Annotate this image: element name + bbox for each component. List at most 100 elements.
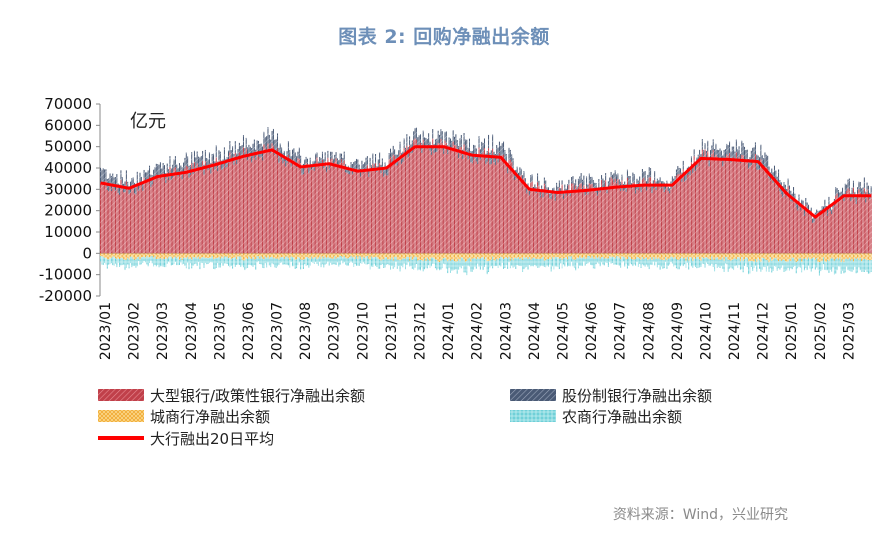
bar-big xyxy=(140,183,142,254)
bar-city xyxy=(858,253,860,261)
bar-share xyxy=(752,147,754,159)
bar-share xyxy=(264,137,266,149)
bar-city xyxy=(279,253,281,258)
bar-rural xyxy=(810,258,812,272)
bar-big xyxy=(866,189,868,254)
bar-big xyxy=(300,163,302,254)
bar-share xyxy=(463,133,465,145)
bar-rural xyxy=(644,258,646,267)
bar-city xyxy=(805,253,807,259)
bar-big xyxy=(188,177,190,254)
bar-big xyxy=(712,149,714,254)
bar-rural xyxy=(422,260,424,272)
bar-share xyxy=(293,148,295,161)
bar-rural xyxy=(648,259,650,270)
bar-city xyxy=(609,253,611,256)
bar-city xyxy=(404,253,407,260)
bar-rural xyxy=(440,260,442,270)
bar-big xyxy=(669,193,671,254)
bar-rural xyxy=(791,257,793,270)
bar-rural xyxy=(485,257,487,265)
bar-city xyxy=(237,253,239,257)
bar-big xyxy=(666,185,668,254)
bar-big xyxy=(509,159,511,254)
bar-share xyxy=(432,129,434,139)
bar-city xyxy=(719,253,721,260)
bar-city xyxy=(150,253,152,257)
x-tick-label: 2023/04 xyxy=(184,302,200,360)
bar-big xyxy=(738,157,740,254)
bar-city xyxy=(590,253,592,259)
bar-big xyxy=(632,182,634,254)
bar-city xyxy=(494,253,496,261)
bar-big xyxy=(538,186,540,254)
bar-city xyxy=(129,253,131,257)
bar-rural xyxy=(733,259,735,271)
bar-city xyxy=(701,253,703,258)
bar-city xyxy=(496,253,498,259)
bar-city xyxy=(170,253,172,258)
bar-city xyxy=(312,253,314,259)
bar-share xyxy=(787,178,789,187)
bar-big xyxy=(554,200,556,254)
bar-share xyxy=(178,163,180,175)
bar-city xyxy=(748,253,750,262)
bar-city xyxy=(690,253,692,258)
bar-city xyxy=(754,253,756,260)
bar-rural xyxy=(575,259,577,271)
bar-city xyxy=(703,253,705,259)
bar-city xyxy=(735,253,737,260)
bar-rural xyxy=(226,256,228,264)
bar-rural xyxy=(249,258,251,266)
bar-city xyxy=(104,253,106,258)
bar-rural xyxy=(203,257,205,268)
bar-big xyxy=(629,184,631,254)
legend-label-city: 城商行净融出余额 xyxy=(150,407,271,426)
bar-city xyxy=(547,253,549,260)
bar-city xyxy=(163,253,166,260)
bar-rural xyxy=(771,260,773,273)
bar-big xyxy=(598,187,600,254)
bar-share xyxy=(244,148,246,159)
bar-city xyxy=(302,253,304,260)
bar-city xyxy=(504,253,506,259)
bar-city xyxy=(245,253,247,259)
bar-rural xyxy=(567,259,569,267)
bar-rural xyxy=(372,257,374,267)
bar-rural xyxy=(132,258,134,267)
bar-share xyxy=(798,194,800,201)
bar-big xyxy=(474,158,476,254)
bar-city xyxy=(365,253,367,257)
bar-share xyxy=(509,149,511,160)
bar-share xyxy=(783,182,785,191)
bar-share xyxy=(140,176,142,184)
bar-share xyxy=(417,137,419,147)
bar-rural xyxy=(334,256,336,265)
bar-rural xyxy=(624,257,626,267)
bar-city xyxy=(557,253,559,258)
bar-share xyxy=(610,171,612,178)
bar-city xyxy=(761,253,763,259)
bar-big xyxy=(812,222,814,254)
bar-city xyxy=(332,253,334,259)
bar-big xyxy=(409,145,411,254)
bar-city xyxy=(165,253,167,258)
bar-big xyxy=(681,181,683,254)
bar-rural xyxy=(339,256,341,265)
bar-big xyxy=(553,191,555,254)
bar-city xyxy=(173,253,175,258)
bar-big xyxy=(257,156,259,254)
bar-rural xyxy=(545,260,547,268)
bar-big xyxy=(584,195,586,254)
bar-share xyxy=(793,187,795,198)
bar-big xyxy=(735,152,737,254)
bar-share xyxy=(229,141,231,153)
bar-city xyxy=(850,253,852,261)
bar-big xyxy=(174,167,176,254)
bar-city xyxy=(814,253,816,261)
bar-city xyxy=(326,253,328,258)
bar-rural xyxy=(112,256,114,266)
bar-rural xyxy=(256,256,258,263)
bar-city xyxy=(135,253,137,260)
bar-share xyxy=(249,146,251,157)
